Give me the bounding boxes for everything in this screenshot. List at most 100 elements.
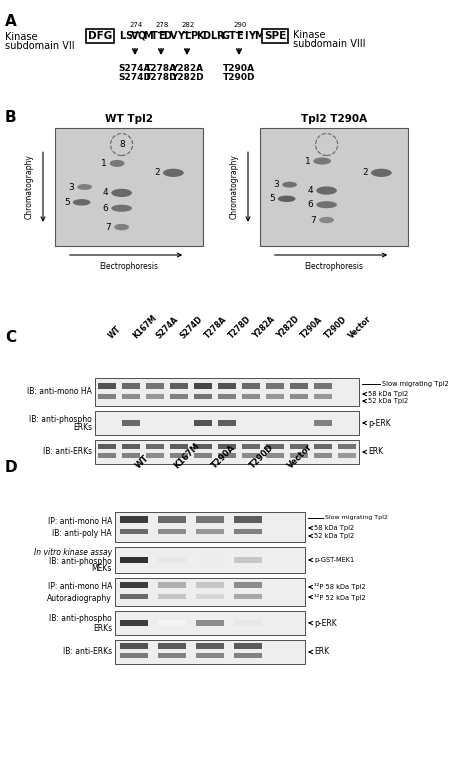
Ellipse shape: [111, 188, 132, 197]
Text: S274A: S274A: [155, 314, 181, 340]
Text: ³²P 52 kDa Tpl2: ³²P 52 kDa Tpl2: [314, 593, 366, 600]
Text: ERKs: ERKs: [73, 423, 92, 432]
Text: Y: Y: [177, 31, 184, 41]
Text: Electrophoresis: Electrophoresis: [304, 262, 364, 271]
Text: L: L: [210, 31, 216, 41]
Text: Vector: Vector: [347, 313, 373, 340]
Text: V: V: [170, 31, 178, 41]
Text: ERK: ERK: [314, 647, 329, 656]
Text: L: L: [184, 31, 190, 41]
Text: IB: anti-poly HA: IB: anti-poly HA: [52, 529, 112, 538]
Ellipse shape: [316, 201, 337, 208]
Text: Q: Q: [137, 31, 146, 41]
Bar: [218, 420, 236, 425]
Text: 8: 8: [120, 140, 126, 149]
Text: WT Tpl2: WT Tpl2: [105, 114, 153, 124]
Text: T290D: T290D: [248, 442, 276, 470]
Text: 58 kDa Tpl2: 58 kDa Tpl2: [314, 525, 354, 531]
Text: M: M: [143, 31, 153, 41]
Text: S274D: S274D: [179, 314, 205, 340]
Text: WT: WT: [134, 453, 151, 470]
Text: T290A: T290A: [210, 443, 237, 470]
Bar: [170, 444, 188, 450]
Bar: [146, 383, 164, 389]
Text: I: I: [244, 31, 247, 41]
Bar: [234, 593, 262, 599]
Bar: [115, 611, 305, 635]
Bar: [194, 394, 212, 399]
Bar: [234, 653, 262, 658]
Text: T278A: T278A: [203, 314, 228, 340]
Text: IB: anti-phospho: IB: anti-phospho: [49, 557, 112, 565]
Bar: [120, 643, 148, 649]
Text: S274D: S274D: [118, 73, 152, 82]
Bar: [98, 444, 116, 450]
Text: E: E: [236, 31, 242, 41]
Bar: [242, 394, 260, 399]
Text: 4: 4: [102, 188, 108, 198]
Bar: [158, 582, 186, 588]
Bar: [234, 529, 262, 534]
Text: 290: 290: [233, 22, 246, 28]
Bar: [194, 453, 212, 458]
Bar: [242, 444, 260, 450]
Text: 3: 3: [273, 180, 279, 189]
Bar: [95, 440, 359, 464]
Ellipse shape: [73, 199, 91, 206]
Bar: [266, 394, 284, 399]
Text: K167M: K167M: [172, 441, 201, 470]
Text: C: C: [5, 330, 16, 345]
Text: IB: anti-phospho: IB: anti-phospho: [49, 614, 112, 623]
Bar: [120, 516, 148, 523]
Bar: [95, 378, 359, 406]
Bar: [95, 411, 359, 435]
Bar: [234, 643, 262, 649]
Bar: [120, 582, 148, 588]
Ellipse shape: [111, 204, 132, 212]
Text: P: P: [190, 31, 197, 41]
Ellipse shape: [319, 217, 334, 223]
Text: Tpl2 T290A: Tpl2 T290A: [301, 114, 367, 124]
Bar: [196, 582, 224, 588]
Bar: [196, 653, 224, 658]
Ellipse shape: [371, 169, 392, 177]
Text: T: T: [229, 31, 236, 41]
Bar: [122, 383, 140, 389]
Text: T290A: T290A: [299, 315, 325, 340]
Text: 2: 2: [363, 168, 368, 177]
Bar: [122, 420, 140, 425]
Text: V: V: [131, 31, 139, 41]
Text: ³²P 58 kDa Tpl2: ³²P 58 kDa Tpl2: [314, 584, 366, 590]
Text: Y282A: Y282A: [171, 64, 203, 73]
Text: IP: anti-mono HA: IP: anti-mono HA: [47, 516, 112, 525]
Bar: [120, 529, 148, 534]
Bar: [290, 394, 308, 399]
Text: 52 kDa Tpl2: 52 kDa Tpl2: [368, 398, 408, 404]
Bar: [218, 394, 236, 399]
Text: Chromatography: Chromatography: [229, 154, 238, 220]
Text: R: R: [216, 31, 223, 41]
Text: T278A: T278A: [145, 64, 177, 73]
Bar: [122, 394, 140, 399]
Bar: [122, 444, 140, 450]
Text: 278: 278: [155, 22, 169, 28]
Bar: [218, 453, 236, 458]
Text: T290D: T290D: [323, 314, 349, 340]
Bar: [234, 557, 262, 563]
Bar: [218, 444, 236, 450]
Ellipse shape: [77, 184, 92, 190]
Bar: [234, 516, 262, 523]
Bar: [314, 394, 332, 399]
Text: Electrophoresis: Electrophoresis: [100, 262, 158, 271]
Ellipse shape: [313, 157, 331, 164]
Text: 7: 7: [310, 216, 316, 225]
Bar: [146, 444, 164, 450]
Text: M: M: [254, 31, 264, 41]
Text: Chromatography: Chromatography: [25, 154, 34, 220]
Bar: [290, 453, 308, 458]
Text: S274A: S274A: [119, 64, 151, 73]
Ellipse shape: [110, 160, 125, 167]
Bar: [196, 643, 224, 649]
Bar: [196, 593, 224, 599]
Text: Y282A: Y282A: [251, 314, 276, 340]
